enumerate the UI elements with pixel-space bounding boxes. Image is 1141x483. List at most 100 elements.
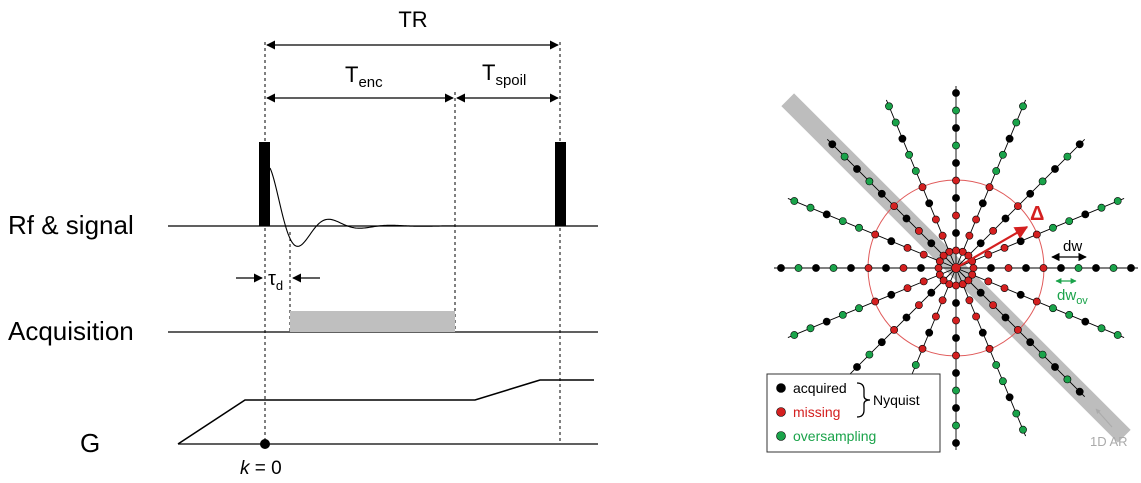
legend-acquired-marker xyxy=(776,383,786,393)
sample-point-missing xyxy=(945,280,954,289)
sample-point-acquired xyxy=(978,328,987,337)
sample-point-acquired xyxy=(978,199,987,208)
sample-point-acquired xyxy=(1001,313,1010,322)
sample-point-acquired xyxy=(902,313,911,322)
sample-point-missing xyxy=(935,257,944,266)
timing-guides xyxy=(264,42,561,444)
sample-point-missing xyxy=(903,284,912,292)
sample-point-missing xyxy=(952,211,960,220)
sample-point-acquired xyxy=(952,194,960,202)
rf-pulse-1 xyxy=(259,142,270,226)
k-zero-dot xyxy=(260,439,270,449)
sample-point-missing xyxy=(984,277,993,286)
sample-point-missing xyxy=(1000,243,1009,252)
sample-point-acquired xyxy=(952,439,960,447)
sample-point-missing xyxy=(1000,284,1009,292)
sample-point-acquired xyxy=(1026,338,1035,347)
sample-point-acquired xyxy=(1001,214,1010,223)
sample-point-acquired xyxy=(847,264,855,272)
gradient-waveform xyxy=(177,379,594,445)
sample-point-acquired xyxy=(952,89,960,97)
sample-point-oversampling xyxy=(952,421,960,430)
sample-point-acquired xyxy=(1081,317,1090,326)
dw-ov-label: dwov xyxy=(1057,287,1088,307)
sample-point-acquired xyxy=(952,334,960,342)
dw-label: dw xyxy=(1063,238,1082,255)
sample-point-missing xyxy=(934,264,943,272)
sample-point-missing xyxy=(932,215,940,224)
sample-point-missing xyxy=(964,276,973,285)
sample-point-missing xyxy=(958,247,967,256)
sample-point-oversampling xyxy=(838,217,847,225)
sample-point-acquired xyxy=(853,363,861,371)
sample-point-oversampling xyxy=(1065,217,1074,225)
sample-point-oversampling xyxy=(992,167,1001,175)
sample-point-acquired xyxy=(877,338,886,347)
sample-point-oversampling xyxy=(1113,197,1122,205)
sample-point-acquired xyxy=(1057,264,1065,272)
sample-point-missing xyxy=(1014,325,1022,334)
sample-point-oversampling xyxy=(1019,425,1027,434)
tr-label: TR xyxy=(398,7,427,32)
nyquist-brace xyxy=(856,382,871,418)
sample-point-missing xyxy=(871,230,880,239)
sample-point-oversampling xyxy=(1097,203,1106,212)
sample-point-acquired xyxy=(927,288,936,297)
sample-point-oversampling xyxy=(829,264,838,272)
sample-point-acquired xyxy=(1127,264,1135,272)
sample-point-missing xyxy=(939,276,948,285)
sample-point-acquired xyxy=(1016,290,1025,299)
sample-point-missing xyxy=(1032,297,1041,306)
sample-point-oversampling xyxy=(1049,304,1057,313)
acquisition-label: Acquisition xyxy=(8,316,134,346)
sample-point-acquired xyxy=(828,140,837,149)
sample-point-missing xyxy=(918,183,927,192)
sample-point-oversampling xyxy=(1019,102,1027,111)
legend-box xyxy=(766,373,941,453)
tau-label: τd xyxy=(268,268,283,293)
sample-point-acquired xyxy=(976,239,985,248)
sample-point-oversampling xyxy=(1038,350,1047,359)
sample-point-missing xyxy=(989,301,997,309)
sample-point-acquired xyxy=(952,159,960,167)
sample-point-missing xyxy=(945,247,954,256)
sample-point-missing xyxy=(919,277,928,286)
sample-point-acquired xyxy=(887,290,896,299)
sample-point-oversampling xyxy=(1012,118,1021,127)
radial-kspace-diagram: Δ dw dwov 1D AR acquired missing oversam… xyxy=(766,86,1138,453)
sample-point-oversampling xyxy=(806,203,815,212)
sample-point-oversampling xyxy=(952,386,960,395)
sample-point-missing xyxy=(1039,264,1048,272)
sample-point-acquired xyxy=(1051,165,1059,173)
sample-point-oversampling xyxy=(911,361,920,369)
delta-arrow xyxy=(955,226,1029,269)
sample-point-acquired xyxy=(887,237,896,246)
rf-pulse-2 xyxy=(555,142,566,226)
sample-point-acquired xyxy=(976,288,985,297)
sample-point-oversampling xyxy=(865,350,874,359)
sample-point-oversampling xyxy=(838,310,847,319)
legend-oversampling-label: oversampling xyxy=(793,428,876,444)
sample-point-oversampling xyxy=(1012,409,1021,418)
sample-point-missing xyxy=(915,226,923,235)
sample-point-oversampling xyxy=(1113,331,1122,339)
sample-point-missing xyxy=(952,316,960,325)
pulse-sequence-diagram: TR Tenc Tspoil Rf & signal τd Acquisitio… xyxy=(8,7,598,479)
legend-acquired-label: acquired xyxy=(793,380,847,396)
sample-point-oversampling xyxy=(952,106,960,115)
sample-point-missing xyxy=(985,344,994,353)
sample-point-acquired xyxy=(987,264,995,272)
legend-nyquist-label: Nyquist xyxy=(873,392,920,408)
sample-point-acquired xyxy=(952,369,960,377)
sample-point-missing xyxy=(989,226,997,235)
fid-signal xyxy=(269,167,455,247)
sample-point-missing xyxy=(985,183,994,192)
sample-point-acquired xyxy=(1016,237,1025,246)
sample-point-oversampling xyxy=(865,177,874,186)
sample-point-acquired xyxy=(927,239,936,248)
sample-point-oversampling xyxy=(999,150,1007,159)
legend-oversampling-marker xyxy=(776,431,786,441)
sample-point-acquired xyxy=(822,317,831,326)
sample-point-missing xyxy=(952,176,960,185)
sample-point-missing xyxy=(919,250,928,259)
